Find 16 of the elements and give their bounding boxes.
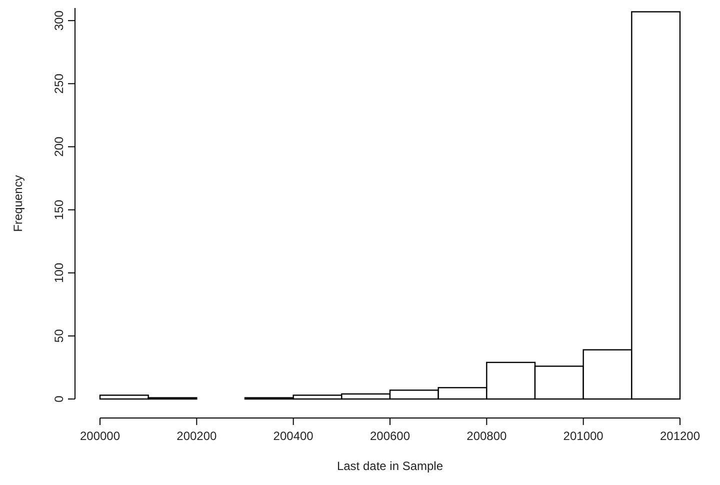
x-tick-label: 200000 [80,429,120,443]
y-axis-title: Frequency [11,175,25,232]
x-tick-label: 200400 [273,429,314,443]
x-tick-label: 200200 [176,429,218,443]
y-tick-label: 100 [52,262,66,283]
x-axis-title: Last date in Sample [336,459,444,473]
x-tick-label: 200600 [370,429,410,443]
y-tick-label: 0 [52,395,66,402]
x-tick-label: 201000 [563,429,604,443]
y-tick-label: 200 [52,136,66,157]
y-tick-label: 50 [52,328,66,343]
y-tick-label: 300 [52,10,66,31]
x-tick-label: 200800 [466,429,508,443]
y-tick-label: 150 [52,199,66,220]
y-tick-label: 250 [52,73,66,94]
x-tick-label: 201200 [660,429,700,443]
